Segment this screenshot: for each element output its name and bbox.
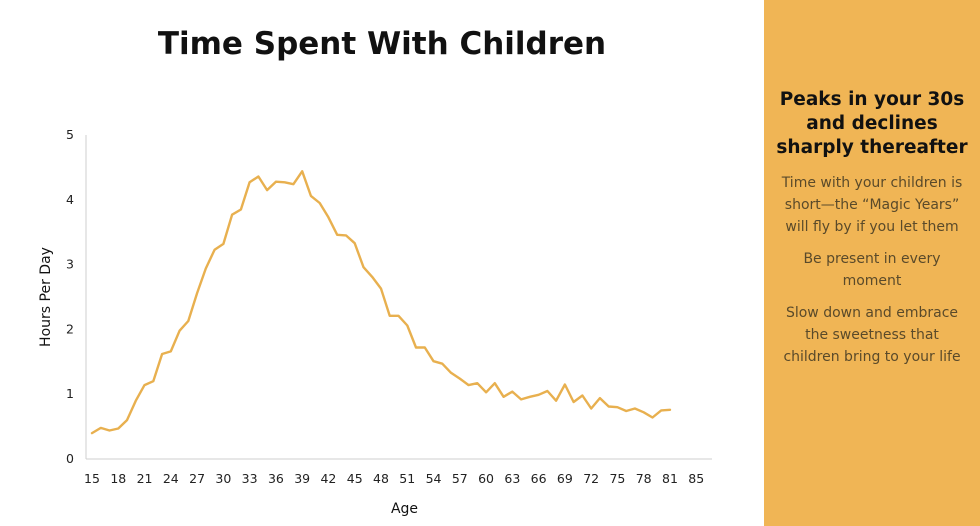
x-tick-label: 81: [662, 471, 678, 486]
x-tick-label: 85: [688, 471, 704, 486]
y-tick-label: 2: [66, 321, 74, 336]
x-tick-label: 75: [609, 471, 625, 486]
x-tick-label: 51: [399, 471, 415, 486]
x-tick-label: 39: [294, 471, 310, 486]
x-tick-labels: 15 18 21 24 27 30 33 36 39 42 45 48 51 54 57 60 63 66 69 72…: [84, 471, 704, 486]
x-axis-label: Age: [391, 501, 418, 517]
y-tick-label: 5: [66, 127, 74, 142]
chart-title: Time Spent With Children: [157, 26, 607, 62]
x-tick-label: 78: [636, 471, 652, 486]
sidebar-paragraph-3: Slow down and embrace the sweetness that…: [783, 305, 961, 365]
x-tick-label: 42: [320, 471, 336, 486]
x-tick-label: 60: [478, 471, 494, 486]
y-tick-label: 0: [66, 451, 74, 466]
y-tick-label: 3: [66, 257, 74, 272]
x-tick-label: 69: [557, 471, 573, 486]
y-tick-labels: 0 1 2 3 4 5: [66, 127, 74, 466]
x-tick-label: 54: [426, 471, 442, 486]
sidebar-heading: Peaks in your 30s and declines sharply t…: [776, 89, 968, 158]
x-tick-label: 30: [215, 471, 231, 486]
series: [90, 170, 672, 435]
x-tick-label: 18: [110, 471, 126, 486]
x-tick-label: 72: [583, 471, 599, 486]
series-line: [90, 170, 672, 435]
y-tick-label: 1: [66, 386, 74, 401]
x-tick-label: 33: [242, 471, 258, 486]
y-axis-label: Hours Per Day: [38, 247, 54, 347]
x-tick-label: 66: [531, 471, 547, 486]
x-tick-label: 63: [504, 471, 520, 486]
x-tick-label: 57: [452, 471, 468, 486]
insight-sidebar: Peaks in your 30s and declines sharply t…: [764, 0, 980, 526]
y-tick-label: 4: [66, 192, 74, 207]
x-tick-label: 48: [373, 471, 389, 486]
x-tick-label: 36: [268, 471, 284, 486]
x-tick-label: 45: [347, 471, 363, 486]
x-tick-label: 15: [84, 471, 100, 486]
x-tick-label: 21: [137, 471, 153, 486]
sidebar-paragraph-2: Be present in every moment: [803, 251, 941, 289]
sidebar-paragraph-1: Time with your children is short—the “Ma…: [781, 175, 963, 235]
x-tick-label: 24: [163, 471, 179, 486]
x-tick-label: 27: [189, 471, 205, 486]
